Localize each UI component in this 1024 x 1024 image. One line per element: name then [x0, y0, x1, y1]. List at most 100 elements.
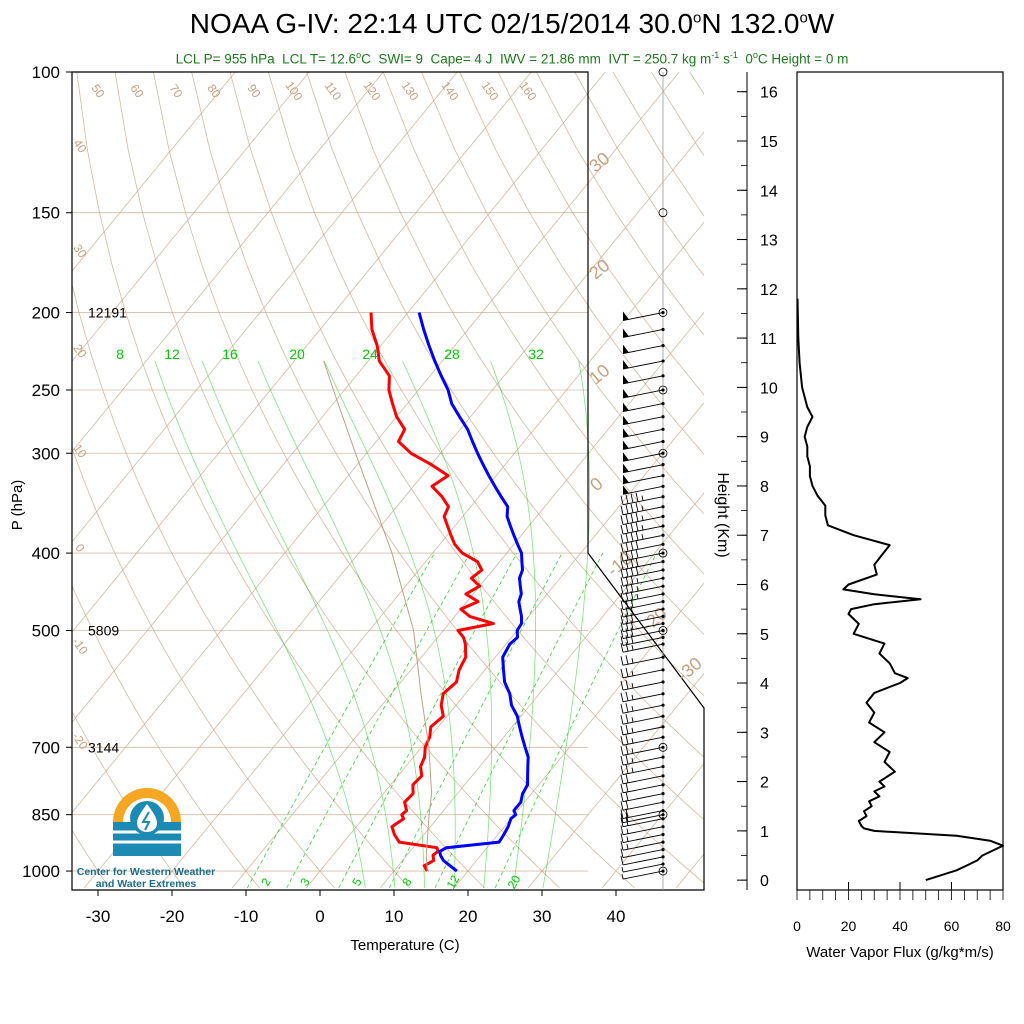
- wind-barb-shaft: [622, 775, 664, 785]
- y-tick-label: 150: [32, 204, 60, 223]
- wind-barb-shaft: [622, 569, 664, 579]
- wind-barb-full: [625, 691, 629, 701]
- y-axis-label: P (hPa): [9, 480, 26, 531]
- wind-barb-full: [625, 523, 629, 534]
- wind-barb-flag: [623, 485, 629, 495]
- wind-barb-shaft: [622, 704, 664, 714]
- wind-barb-full: [625, 533, 629, 543]
- wind-barb-dot: [661, 764, 665, 769]
- wind-barb-shaft: [622, 784, 664, 794]
- adiabat-top-label: 80: [204, 82, 223, 101]
- moist-adiabat-label: 32: [528, 346, 544, 362]
- wind-barb-dot: [661, 495, 665, 499]
- wind-barb-half: [641, 515, 644, 521]
- mixing-ratio-line: [246, 552, 435, 889]
- wind-barb-full: [625, 773, 629, 783]
- moist-adiabat-line: [402, 360, 493, 889]
- flux-y-tick-label: 6: [760, 577, 769, 594]
- wind-barb-full: [620, 505, 624, 515]
- flux-frame: [796, 71, 1004, 891]
- wind-barb-full: [620, 841, 624, 851]
- wind-barb-dot: [661, 415, 665, 419]
- isotherm-line: [72, 72, 236, 272]
- wind-barb-half: [631, 682, 634, 689]
- wind-barb-dot: [661, 401, 665, 406]
- wind-barb-half: [631, 645, 634, 651]
- wind-barb-shaft: [622, 552, 664, 562]
- wind-barb-shaft: [622, 693, 664, 703]
- wind-barb-dot: [661, 840, 665, 844]
- wind-barb-half: [626, 828, 629, 834]
- wind-barb-shaft: [622, 826, 664, 836]
- wind-barb-dot: [661, 388, 665, 392]
- dry-adiabat-line: [766, 72, 1024, 888]
- wind-barb-full: [635, 521, 639, 532]
- wind-barb-full: [620, 792, 624, 802]
- flux-y-tick-label: 3: [760, 725, 769, 742]
- wind-calm-circle: [658, 626, 668, 635]
- wind-barb-full: [620, 495, 624, 505]
- flux-y-tick-label: 1: [760, 824, 769, 841]
- y-tick-label: 700: [32, 738, 60, 757]
- wind-barb-shaft: [622, 312, 664, 321]
- x-tick-label: 30: [533, 907, 552, 926]
- wind-barb-shaft: [622, 630, 664, 639]
- x-tick-label: 10: [385, 907, 404, 926]
- mixing-ratio-label: 12: [444, 872, 463, 891]
- wind-barb-dot: [661, 439, 665, 444]
- wind-calm-circle: [658, 448, 668, 458]
- wind-barb-full: [620, 524, 624, 535]
- wind-barb-shaft: [622, 506, 664, 516]
- flux-y-tick-label: 7: [760, 528, 769, 545]
- wind-barb-full: [625, 808, 629, 818]
- flux-x-tick-label: 80: [995, 918, 1011, 934]
- wind-barb-full: [620, 534, 624, 544]
- x-tick-label: -20: [160, 907, 185, 926]
- wind-barb-full: [620, 825, 624, 835]
- wind-barb-full: [630, 634, 634, 644]
- flux-y-tick-label: 2: [760, 775, 769, 792]
- flux-y-tick-label: 5: [760, 627, 769, 644]
- wind-barb-half: [631, 658, 634, 664]
- wind-barb-shaft: [622, 389, 664, 399]
- wind-barb-shaft: [622, 577, 664, 587]
- cw3e-logo: [113, 788, 181, 856]
- wind-barb-full: [625, 667, 629, 677]
- wind-barb-full: [620, 600, 624, 610]
- dry-adiabat-line: [382, 72, 704, 575]
- flux-y-tick-label: 13: [760, 233, 778, 250]
- wind-barb-full: [620, 568, 624, 579]
- height-label: 3144: [88, 739, 119, 755]
- wind-barb-shaft: [622, 615, 664, 625]
- wind-barb-full: [620, 765, 624, 775]
- isotherm-line: [72, 72, 384, 453]
- x-tick-label: -30: [86, 907, 111, 926]
- wind-barb-dot: [661, 568, 665, 572]
- dry-adiabat-line: [650, 72, 704, 157]
- wind-barb-half: [621, 873, 624, 880]
- wind-barb-shaft: [622, 636, 664, 646]
- adiabat-top-label: 120: [361, 79, 384, 104]
- wind-barb-full: [620, 680, 624, 691]
- wind-barb-full: [620, 643, 624, 653]
- adiabat-top-label: 70: [166, 82, 185, 101]
- wind-barb-full: [635, 502, 639, 512]
- wind-barb-full: [620, 833, 624, 843]
- y-tick-label: 500: [32, 622, 60, 641]
- wind-barb-full: [620, 715, 624, 725]
- wind-barb-full: [635, 548, 639, 559]
- wind-barb-flag: [623, 428, 629, 438]
- mixing-ratio-label: 2: [258, 875, 274, 888]
- adiabat-top-label: 160: [517, 79, 540, 104]
- wind-barb-dot: [661, 621, 665, 626]
- wind-barb-shaft: [622, 643, 664, 653]
- wind-barb-full: [630, 558, 634, 568]
- wind-barb-full: [620, 813, 624, 823]
- wind-barb-shaft: [622, 345, 664, 355]
- wind-barb-full: [625, 621, 629, 631]
- wind-barb-full: [630, 532, 634, 542]
- wind-barb-dot: [661, 628, 665, 633]
- wind-barb-dot: [661, 584, 665, 588]
- isotherm-line: [72, 72, 680, 814]
- wind-barb-full: [625, 812, 629, 822]
